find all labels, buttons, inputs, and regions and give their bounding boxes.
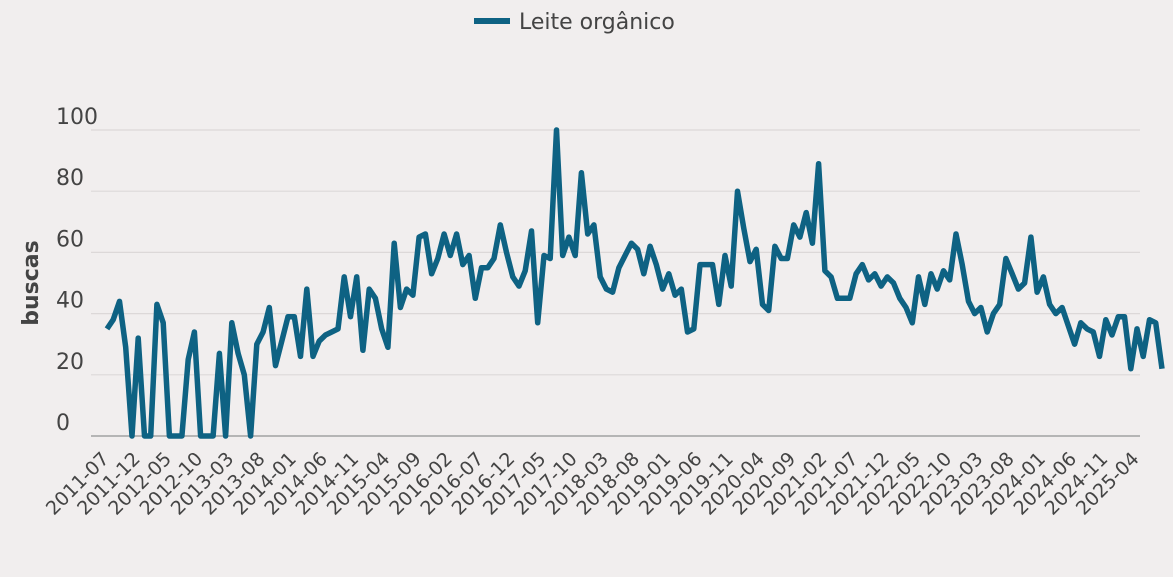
legend-label: Leite orgânico <box>519 10 675 35</box>
y-tick-label: 0 <box>56 411 70 436</box>
y-tick-label: 100 <box>56 105 98 130</box>
y-tick-label: 20 <box>56 350 84 375</box>
y-tick-label: 40 <box>56 289 84 314</box>
series-group <box>104 127 1165 439</box>
legend: Leite orgânico <box>474 10 675 35</box>
y-tick-labels: 0 20 40 60 80 100 <box>56 105 98 436</box>
series-line-0 <box>104 127 1165 439</box>
y-tick-label: 80 <box>56 166 84 191</box>
y-axis-label: buscas <box>19 240 44 326</box>
y-tick-label: 60 <box>56 227 84 252</box>
x-tick-labels: 2011-072011-122012-052012-102013-032013-… <box>42 448 1144 520</box>
